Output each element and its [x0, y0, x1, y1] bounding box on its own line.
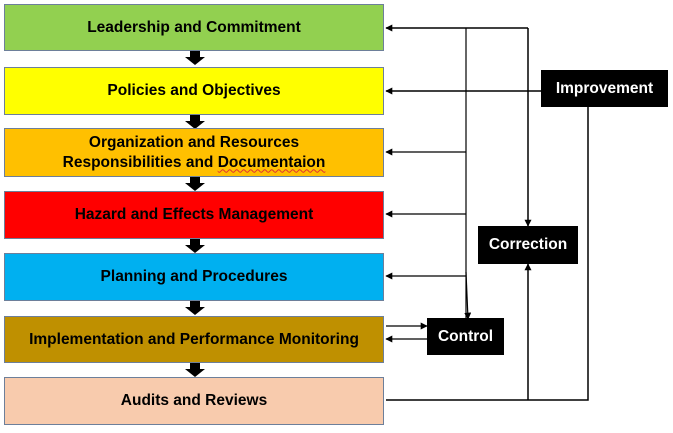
- step-label: Hazard and Effects Management: [74, 206, 314, 223]
- step-planning-procedures: Planning and Procedures: [4, 253, 384, 301]
- flow-arrow-1: [185, 51, 205, 65]
- step-organization-resources: Organization and Resources Responsibilit…: [4, 128, 384, 177]
- step-label-line-1: Organization and Resources: [88, 133, 300, 151]
- control-label: Control: [437, 327, 494, 345]
- flow-arrows: [185, 51, 205, 377]
- step-leadership-commitment: Leadership and Commitment: [4, 4, 384, 51]
- flow-arrow-5: [185, 301, 205, 315]
- improvement-feedback: [385, 87, 589, 401]
- step-hazard-effects: Hazard and Effects Management: [4, 191, 384, 239]
- step-label: Leadership and Commitment: [87, 18, 301, 36]
- correction-node: Correction: [478, 226, 578, 264]
- correction-label: Correction: [488, 236, 568, 253]
- step-label: Implementation and Performance Monitorin…: [29, 330, 359, 348]
- step-implementation-monitoring: Implementation and Performance Monitorin…: [4, 316, 384, 363]
- spelling-error-mark: Documentaion: [217, 153, 326, 171]
- control-node: Control: [427, 318, 504, 355]
- step-audits-reviews: Audits and Reviews: [4, 377, 384, 425]
- step-label-line-2: Responsibilities and Documentaion: [62, 153, 326, 171]
- flow-arrow-2: [185, 115, 205, 129]
- flow-arrow-6: [185, 363, 205, 377]
- step-label: Policies and Objectives: [107, 82, 281, 99]
- flow-arrow-3: [185, 177, 205, 191]
- step-label: Audits and Reviews: [120, 392, 268, 409]
- top-feedback-line: [385, 24, 532, 227]
- improvement-label: Improvement: [555, 79, 654, 97]
- control-loop: [385, 28, 472, 343]
- step-policies-objectives: Policies and Objectives: [4, 67, 384, 115]
- improvement-node: Improvement: [541, 70, 668, 107]
- flow-arrow-4: [185, 239, 205, 253]
- step-label: Planning and Procedures: [100, 268, 288, 285]
